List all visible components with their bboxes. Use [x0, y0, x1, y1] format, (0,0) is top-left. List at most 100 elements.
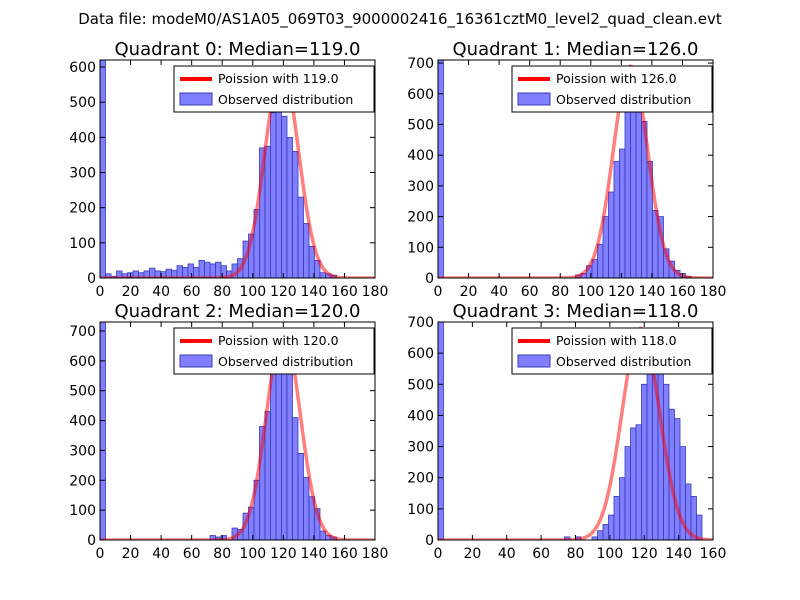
legend-box-q3 — [511, 327, 713, 375]
xtick-label-q0-100: 100 — [239, 284, 266, 300]
bar-q1-31 — [608, 191, 615, 278]
xtick-label-q3-140: 140 — [665, 546, 692, 562]
ytick-label-q1-700: 700 — [407, 56, 434, 72]
bar-q0-31 — [270, 112, 277, 278]
ytick-label-q1-300: 300 — [407, 179, 434, 195]
bar-q0-33 — [281, 115, 288, 278]
legend-fit-label-q3: Poission with 118.0 — [556, 333, 677, 348]
ytick-label-q2-0: 0 — [87, 533, 96, 549]
xtick-label-q2-60: 60 — [183, 546, 201, 562]
bar-q1-30 — [602, 216, 609, 278]
xtick-label-q2-140: 140 — [301, 546, 328, 562]
xtick-label-q2-160: 160 — [331, 546, 358, 562]
bar-q2-0 — [100, 322, 106, 540]
ytick-label-q3-600: 600 — [407, 346, 434, 362]
bar-q0-30 — [264, 145, 271, 278]
bar-q0-34 — [286, 136, 293, 278]
chart-title-q1: Quadrant 1: Median=126.0 — [453, 39, 699, 60]
bar-q1-34 — [624, 105, 631, 278]
xtick-label-q2-80: 80 — [213, 546, 231, 562]
bar-q0-0 — [100, 60, 106, 278]
ytick-label-q1-600: 600 — [407, 87, 434, 103]
fit-line-q0 — [100, 65, 375, 278]
legend-hist-label-q2: Observed distribution — [218, 354, 353, 369]
xtick-label-q0-180: 180 — [362, 284, 389, 300]
axes-frame-0 — [99, 59, 376, 279]
xtick-label-q1-180: 180 — [700, 284, 727, 300]
bar-q3-38 — [646, 365, 653, 540]
legend-q0: Poission with 119.0 Observed distribution — [173, 65, 375, 113]
ytick-label-q3-400: 400 — [407, 408, 434, 424]
bar-q0-40 — [319, 272, 326, 278]
xtick-label-q0-60: 60 — [183, 284, 201, 300]
bar-q1-33 — [619, 148, 626, 278]
xtick-label-q1-0: 0 — [434, 284, 443, 300]
bar-q1-0 — [438, 60, 444, 278]
legend-hist-swatch-q2 — [179, 354, 213, 368]
ytick-label-q2-700: 700 — [69, 324, 96, 340]
ytick-label-q0-100: 100 — [69, 236, 96, 252]
xtick-label-q0-40: 40 — [152, 284, 170, 300]
xtick-label-q2-120: 120 — [270, 546, 297, 562]
bar-q3-31 — [608, 514, 615, 540]
legend-fit-label-q1: Poission with 126.0 — [556, 71, 677, 86]
xtick-label-q3-0: 0 — [434, 546, 443, 562]
legend-fit-label-q0: Poission with 119.0 — [218, 71, 339, 86]
ytick-label-q3-500: 500 — [407, 377, 434, 393]
xtick-label-q2-100: 100 — [239, 546, 266, 562]
bar-q1-32 — [613, 160, 620, 278]
bar-q0-16 — [187, 263, 194, 278]
ytick-label-q3-0: 0 — [425, 533, 434, 549]
fit-line-q1 — [438, 64, 713, 278]
xtick-label-q1-100: 100 — [577, 284, 604, 300]
ytick-label-q1-400: 400 — [407, 148, 434, 164]
xtick-label-q0-120: 120 — [270, 284, 297, 300]
bar-q3-33 — [619, 477, 626, 540]
ytick-label-q0-400: 400 — [69, 130, 96, 146]
xtick-label-q1-20: 20 — [460, 284, 478, 300]
ytick-label-q2-100: 100 — [69, 503, 96, 519]
chart-panel-0: 0 20 40 60 80 100 120 140 160 1800100200300400500… — [69, 39, 388, 300]
legend-hist-swatch-q0 — [179, 92, 213, 106]
xtick-label-q0-20: 20 — [122, 284, 140, 300]
bar-q0-14 — [176, 265, 183, 278]
bar-q3-34 — [624, 446, 631, 540]
ytick-label-q2-400: 400 — [69, 414, 96, 430]
legend-q3: Poission with 118.0 Observed distribution — [511, 327, 713, 375]
chart-title-q2: Quadrant 2: Median=120.0 — [115, 301, 361, 322]
chart-panel-2: 0 20 40 60 80 100 120 140 160 1800100200300400500… — [69, 301, 388, 562]
xtick-label-q3-60: 60 — [532, 546, 550, 562]
bar-q3-30 — [602, 524, 609, 540]
ytick-label-q3-200: 200 — [407, 471, 434, 487]
xtick-label-q0-80: 80 — [213, 284, 231, 300]
xtick-label-q1-60: 60 — [521, 284, 539, 300]
ytick-label-q2-300: 300 — [69, 443, 96, 459]
legend-q2: Poission with 120.0 Observed distribution — [173, 327, 375, 375]
xtick-label-q1-40: 40 — [490, 284, 508, 300]
bar-q0-37 — [303, 223, 310, 278]
bar-q3-40 — [657, 349, 664, 540]
bar-q2-31 — [270, 372, 277, 540]
ytick-label-q0-600: 600 — [69, 60, 96, 76]
xtick-label-q0-140: 140 — [301, 284, 328, 300]
legend-hist-swatch-q1 — [517, 92, 551, 106]
fit-line-q2 — [100, 329, 375, 540]
bar-q2-37 — [303, 476, 310, 540]
bar-q2-32 — [275, 345, 282, 540]
xtick-label-q1-80: 80 — [551, 284, 569, 300]
legend-hist-label-q3: Observed distribution — [556, 354, 691, 369]
xtick-label-q3-160: 160 — [700, 546, 727, 562]
ytick-label-q2-600: 600 — [69, 354, 96, 370]
axes-frame-2 — [99, 321, 376, 541]
ytick-label-q1-0: 0 — [425, 271, 434, 287]
ytick-label-q0-500: 500 — [69, 95, 96, 111]
chart-title-q0: Quadrant 0: Median=119.0 — [115, 39, 361, 60]
bar-q3-32 — [613, 495, 620, 540]
xtick-label-q1-140: 140 — [639, 284, 666, 300]
bar-q1-36 — [635, 111, 642, 278]
xtick-label-q1-160: 160 — [669, 284, 696, 300]
legend-hist-label-q1: Observed distribution — [556, 92, 691, 107]
xtick-label-q1-120: 120 — [608, 284, 635, 300]
ytick-label-q2-200: 200 — [69, 473, 96, 489]
xtick-label-q3-120: 120 — [631, 546, 658, 562]
